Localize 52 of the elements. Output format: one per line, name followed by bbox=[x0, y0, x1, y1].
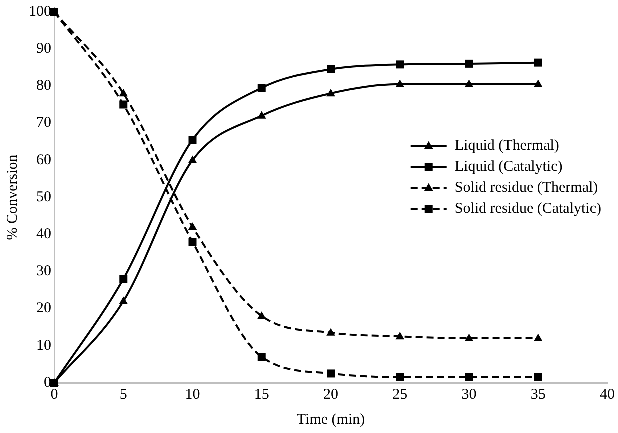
x-tick-label: 30 bbox=[462, 386, 477, 403]
y-tick-label: 50 bbox=[36, 189, 52, 206]
y-tick-label: 20 bbox=[36, 300, 52, 317]
y-axis-title: % Conversion bbox=[4, 154, 21, 240]
x-tick-label: 5 bbox=[120, 386, 128, 403]
point bbox=[534, 373, 542, 382]
point bbox=[257, 312, 266, 320]
point bbox=[465, 373, 474, 382]
y-tick-label: 90 bbox=[36, 41, 52, 58]
x-tick-label: 40 bbox=[600, 386, 615, 403]
y-tick-label: 70 bbox=[36, 115, 52, 132]
legend-label: Liquid (Catalytic) bbox=[454, 158, 563, 175]
point bbox=[396, 332, 405, 340]
point bbox=[258, 84, 266, 92]
y-tick-label: 100 bbox=[29, 4, 52, 20]
y-tick-label: 80 bbox=[36, 78, 52, 94]
point bbox=[120, 275, 128, 284]
x-tick-label: 20 bbox=[324, 386, 338, 403]
point bbox=[188, 136, 197, 144]
x-tick-label: 15 bbox=[254, 386, 270, 403]
x-tick-label: 25 bbox=[392, 386, 408, 403]
point bbox=[327, 66, 335, 74]
point bbox=[534, 58, 542, 67]
point bbox=[534, 80, 543, 88]
x-tick-label: 10 bbox=[185, 386, 200, 403]
legend-label: Liquid (Thermal) bbox=[454, 138, 560, 154]
point bbox=[119, 296, 128, 304]
point bbox=[326, 328, 336, 336]
point bbox=[188, 238, 197, 246]
point bbox=[327, 370, 335, 378]
point bbox=[464, 80, 474, 88]
point bbox=[396, 373, 404, 382]
point bbox=[326, 89, 336, 97]
y-tick-label: 30 bbox=[36, 264, 52, 280]
point bbox=[188, 222, 198, 230]
point bbox=[396, 60, 404, 69]
point bbox=[188, 156, 198, 164]
legend-label: Solid residue (Catalytic) bbox=[454, 200, 602, 217]
y-tick-label: 40 bbox=[36, 226, 52, 243]
point bbox=[258, 353, 266, 362]
point bbox=[120, 100, 128, 109]
y-tick-label: 10 bbox=[36, 338, 52, 354]
point bbox=[257, 111, 266, 119]
point bbox=[464, 334, 474, 342]
x-tick-label: 35 bbox=[530, 386, 546, 403]
point bbox=[534, 334, 543, 342]
point bbox=[465, 60, 474, 68]
legend-label: Solid residue (Thermal) bbox=[454, 180, 598, 196]
point bbox=[119, 89, 128, 97]
x-axis-title: Time (min) bbox=[296, 412, 366, 428]
y-tick-label: 60 bbox=[36, 152, 52, 168]
point bbox=[396, 80, 405, 88]
